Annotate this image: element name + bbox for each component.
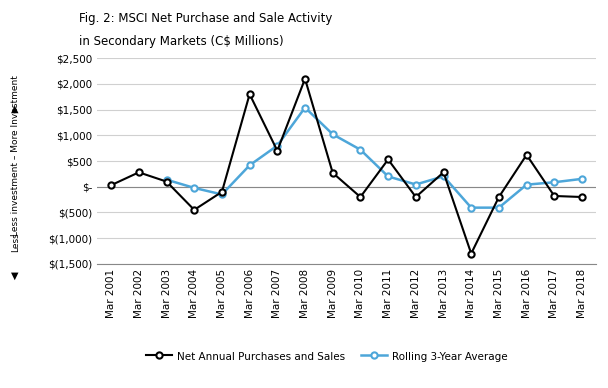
Text: Fig. 2: MSCI Net Purchase and Sale Activity: Fig. 2: MSCI Net Purchase and Sale Activ… xyxy=(79,12,333,25)
Text: in Secondary Markets (C$ Millions): in Secondary Markets (C$ Millions) xyxy=(79,35,284,48)
Text: Less investment – More Investment: Less investment – More Investment xyxy=(11,75,19,236)
Text: ▼: ▼ xyxy=(12,270,19,281)
Text: Less: Less xyxy=(11,233,19,252)
Text: ▲: ▲ xyxy=(12,104,19,114)
Legend: Net Annual Purchases and Sales, Rolling 3-Year Average: Net Annual Purchases and Sales, Rolling … xyxy=(142,347,512,366)
